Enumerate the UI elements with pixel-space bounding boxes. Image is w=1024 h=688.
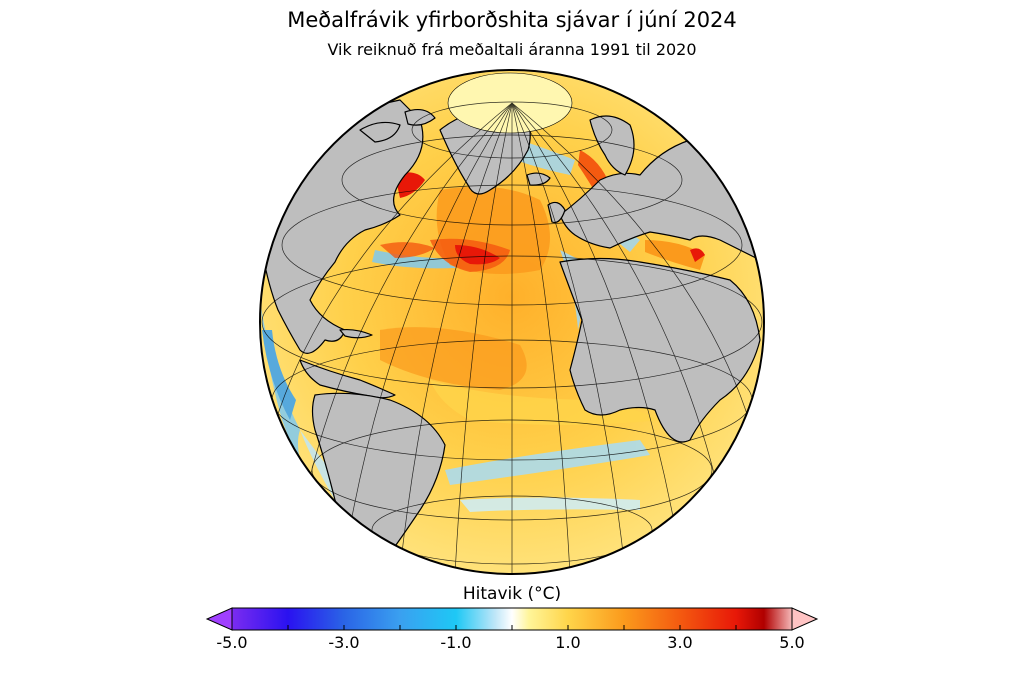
arctic-cap [447,72,573,134]
globe [260,70,764,574]
colorbar-over-arrow [791,607,819,631]
africa-land [559,257,761,443]
arctic-islands-land [359,121,401,143]
map-title: Meðalfrávik yfirborðshita sjávar í júní … [287,8,737,32]
europe-land [559,139,761,261]
colorbar-tick-label: 5.0 [779,633,805,652]
caribbean-islands-land [339,328,373,339]
colorbar-under-arrow [205,607,233,631]
central-america-land [299,359,396,399]
map-subtitle: Vik reiknuð frá meðaltali áranna 1991 ti… [327,40,697,59]
colorbar-label: Hitavik (°C) [462,584,562,604]
colorbar-tick-label: -3.0 [328,633,360,652]
colorbar-tick-label: -1.0 [440,633,472,652]
colorbar [205,607,819,631]
colorbar-tick-label: 3.0 [667,633,693,652]
warm-anomaly-patches [380,150,705,425]
colorbar-tick-label: 1.0 [555,633,581,652]
globe-outline [259,69,765,575]
scandinavia-land [589,115,635,176]
british-isles-land [547,201,566,224]
colorbar-tick-label: -5.0 [216,633,248,652]
